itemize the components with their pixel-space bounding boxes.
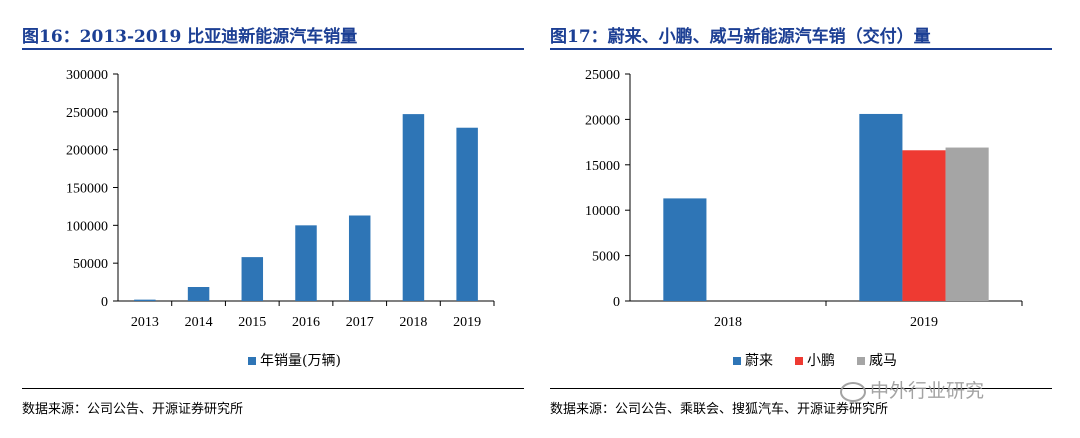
left-bar — [348, 215, 371, 301]
right-y-tick-label: 25000 — [585, 68, 620, 83]
right-title-rule — [550, 48, 1052, 50]
left-bar — [187, 287, 210, 301]
right-chart-title: 图17：蔚来、小鹏、威马新能源汽车销（交付）量 — [550, 27, 931, 47]
right-legend-swatch — [733, 357, 741, 365]
left-chart-title: 图16：2013-2019 比亚迪新能源汽车销量 — [22, 27, 358, 47]
right-bar — [945, 147, 989, 301]
left-title-rule — [22, 48, 524, 50]
left-y-tick-label: 0 — [101, 295, 108, 310]
left-legend-label: 年销量(万辆) — [260, 353, 341, 369]
left-bar-chart: 0 50000 100000 150000 200000 250000 300000 2013… — [66, 68, 495, 369]
left-x-tick-label: 2013 — [131, 315, 159, 330]
right-legend-swatch — [857, 357, 865, 365]
right-legend-swatch — [795, 357, 803, 365]
watermark-text: 中外行业研究 — [870, 380, 985, 402]
left-y-tick-label: 250000 — [66, 106, 108, 121]
right-bar-chart: 0 5000 10000 15000 20000 25000 2018 2019 蔚来 小鹏 威马 — [585, 68, 1023, 369]
left-bar — [295, 225, 317, 301]
right-y-tick-label: 5000 — [592, 250, 620, 265]
left-y-tick-label: 50000 — [73, 257, 108, 272]
wechat-icon — [840, 381, 866, 402]
left-legend-swatch — [248, 357, 256, 365]
right-bottom-rule — [550, 388, 1052, 389]
right-x-tick-label: 2018 — [714, 315, 742, 330]
right-figure-panel: 图17：蔚来、小鹏、威马新能源汽车销（交付）量 0 5000 10000 15000 2… — [550, 0, 1058, 438]
right-bar — [902, 150, 946, 301]
left-x-tick-label: 2016 — [292, 315, 320, 330]
right-y-tick-label: 0 — [613, 295, 620, 310]
left-bar — [241, 257, 264, 301]
left-y-tick-label: 300000 — [66, 68, 108, 83]
right-bar — [859, 113, 903, 301]
left-bar — [134, 299, 156, 301]
right-x-tick-label: 2019 — [910, 315, 938, 330]
left-x-tick-label: 2019 — [453, 315, 481, 330]
watermark: 中外行业研究 — [840, 376, 984, 403]
left-x-tick-label: 2017 — [346, 315, 374, 330]
right-legend-label: 威马 — [869, 353, 897, 369]
right-bar — [663, 198, 707, 301]
left-x-tick-label: 2018 — [399, 315, 427, 330]
left-bar — [402, 114, 425, 301]
right-legend-label: 蔚来 — [745, 353, 773, 369]
left-y-tick-label: 200000 — [66, 144, 108, 159]
left-x-tick-label: 2015 — [238, 315, 266, 330]
left-source-note: 数据来源：公司公告、开源证券研究所 — [22, 402, 244, 417]
left-x-tick-label: 2014 — [185, 315, 213, 330]
left-figure-panel: 图16：2013-2019 比亚迪新能源汽车销量 0 50000 100000 150… — [22, 0, 530, 438]
right-y-tick-label: 10000 — [585, 204, 620, 219]
right-legend-label: 小鹏 — [807, 353, 835, 369]
right-y-tick-label: 15000 — [585, 159, 620, 174]
left-bar — [456, 127, 478, 302]
right-source-note: 数据来源：公司公告、乘联会、搜狐汽车、开源证券研究所 — [550, 402, 889, 417]
left-y-tick-label: 150000 — [66, 182, 108, 197]
left-y-tick-label: 100000 — [66, 219, 108, 234]
right-y-tick-label: 20000 — [585, 113, 620, 128]
left-bottom-rule — [22, 388, 524, 389]
